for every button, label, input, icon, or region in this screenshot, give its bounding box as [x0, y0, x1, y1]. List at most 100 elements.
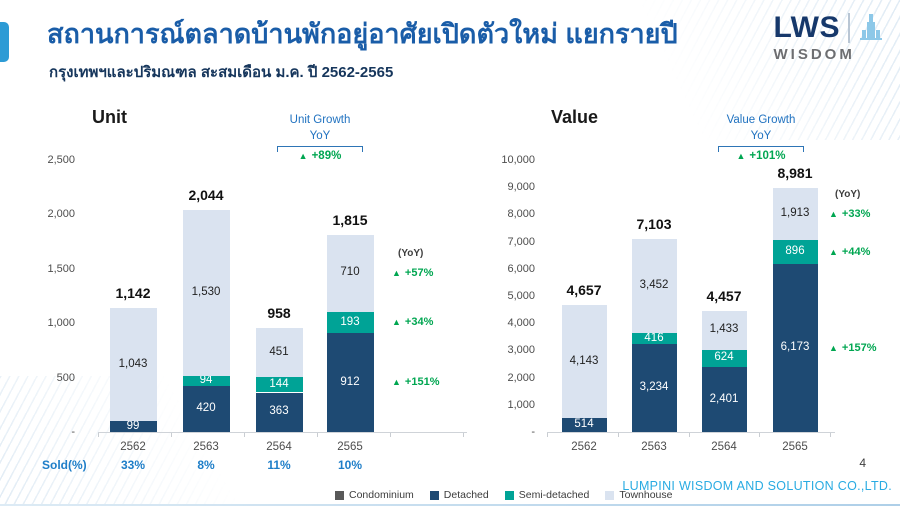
- segment-value-label: 3,234: [639, 381, 669, 394]
- growth-up-triangle-icon: ▲: [392, 268, 401, 279]
- segment-value-label: 193: [340, 315, 360, 328]
- bar-segment-townhouse-2563: 1,530: [182, 209, 230, 377]
- y-axis-tick-label: 8,000: [507, 208, 535, 221]
- segment-value-label: 420: [196, 402, 216, 415]
- chart-legend: Condominium Detached Semi-detached Townhous…: [335, 489, 672, 501]
- legend-label: Detached: [443, 489, 489, 501]
- y-axis-tick-label: 1,500: [47, 262, 75, 275]
- bar-segment-detached-2562: 514: [561, 418, 607, 432]
- bar-total-label: 958: [267, 304, 291, 321]
- legend-swatch-condominium: [335, 490, 344, 500]
- segment-value-label: 514: [574, 418, 594, 431]
- segment-value-label: 1,530: [191, 286, 221, 299]
- title-accent-bar: [0, 22, 9, 62]
- segment-value-label: 4,143: [569, 354, 599, 367]
- segment-growth-annotation: ▲ +33%: [829, 207, 871, 220]
- logo-text-wisdom: WISDOM: [773, 46, 855, 63]
- segment-value-label: 416: [644, 331, 664, 344]
- growth-up-triangle-icon: ▲: [736, 151, 746, 162]
- x-axis-category-label: 2564: [711, 441, 737, 453]
- segment-value-label: 6,173: [780, 341, 810, 354]
- y-axis-tick-label: 1,000: [47, 317, 75, 330]
- growth-bracket: [277, 146, 363, 153]
- growth-yoy-box: Value Growth YoY ▲ +101%: [686, 113, 836, 162]
- x-axis-tick: [830, 433, 831, 437]
- segment-growth-annotation: ▲ +44%: [829, 245, 871, 258]
- x-axis-category-label: 2565: [782, 441, 808, 453]
- y-axis-tick-label: 5,000: [507, 290, 535, 302]
- bar-total-label: 1,142: [115, 284, 151, 301]
- legend-item-condominium: Condominium: [335, 489, 414, 501]
- y-axis-tick-label: 2,000: [47, 208, 75, 221]
- y-axis-tick-label: 2,000: [507, 371, 535, 384]
- y-axis-tick-label: 500: [56, 371, 75, 384]
- logo-text-lws: LWS: [773, 11, 840, 44]
- bottom-accent-line: [0, 504, 900, 506]
- segment-value-label: 2,401: [709, 392, 739, 405]
- bar-segment-detached-2563: 3,234: [631, 344, 677, 432]
- chart-title: Value: [551, 107, 599, 127]
- growth-up-triangle-icon: ▲: [392, 317, 401, 328]
- bar-total-label: 4,657: [566, 282, 602, 299]
- legend-swatch-semi-detached: [504, 490, 514, 500]
- segment-value-label: 451: [269, 345, 289, 358]
- logo-divider: [848, 13, 850, 43]
- bar-segment-townhouse-2563: 3,452: [631, 238, 677, 333]
- building-icon: [860, 14, 882, 40]
- segment-value-label: 912: [340, 375, 360, 388]
- growth-value: ▲ +89%: [298, 150, 342, 163]
- x-axis-category-label: 2562: [571, 441, 597, 453]
- sold-percent-value: 33%: [120, 458, 146, 472]
- y-axis-tick-label: 7,000: [507, 235, 535, 248]
- y-axis-tick-label: 6,000: [507, 262, 535, 275]
- bar-segment-detached-2564: 2,401: [701, 366, 747, 432]
- y-axis-tick-label: 9,000: [507, 181, 535, 194]
- footer-company-name: LUMPINI WISDOM AND SOLUTION CO.,LTD.: [622, 479, 892, 493]
- bar-segment-townhouse-2565: 710: [326, 234, 374, 312]
- x-axis-tick: [171, 433, 172, 437]
- segment-value-label: 1,043: [118, 357, 148, 370]
- bar-segment-detached-2564: 363: [255, 392, 303, 432]
- chart-title: Unit: [92, 107, 127, 127]
- y-axis-tick-label: 1,000: [507, 398, 535, 411]
- decor-stripes-top-right: [600, 0, 900, 140]
- bar-segment-semi-detached-2564: 624: [701, 349, 747, 367]
- bar-segment-townhouse-2565: 1,913: [772, 187, 818, 240]
- legend-label: Condominium: [349, 489, 414, 501]
- page-subtitle: กรุงเทพฯและปริมณฑล สะสมเดือน ม.ค. ปี 256…: [49, 64, 394, 81]
- legend-swatch-detached: [429, 490, 439, 500]
- x-axis-tick: [688, 433, 690, 437]
- y-axis-tick-label: 10,000: [501, 154, 535, 166]
- page-number: 4: [859, 456, 866, 470]
- growth-yoy-box: Unit Growth YoY ▲ +89%: [245, 113, 395, 162]
- segment-growth-annotation: ▲ +151%: [392, 376, 440, 389]
- legend-swatch-townhouse: [605, 490, 615, 500]
- x-axis-tick: [390, 433, 391, 437]
- growth-up-triangle-icon: ▲: [829, 343, 838, 354]
- bar-total-label: 1,815: [332, 211, 368, 228]
- sold-percent-value: 11%: [267, 458, 291, 472]
- x-axis-category-label: 2563: [641, 441, 667, 453]
- growth-up-triangle-icon: ▲: [298, 151, 308, 162]
- legend-item-semi-detached: Semi-detached: [504, 489, 589, 501]
- bar-segment-detached-2565: 912: [326, 332, 374, 432]
- x-axis-category-label: 2563: [193, 441, 219, 453]
- bar-segment-semi-detached-2563: 416: [631, 331, 677, 345]
- x-axis-tick: [759, 433, 761, 437]
- y-axis-tick-label: 3,000: [507, 344, 535, 357]
- segment-growth-annotation: ▲ +34%: [392, 316, 434, 329]
- x-axis-tick: [617, 433, 619, 437]
- segment-value-label: 94: [199, 374, 213, 387]
- bar-total-label: 4,457: [706, 287, 742, 304]
- segment-value-label: 1,913: [780, 206, 810, 219]
- growth-box-line1: Unit Growth: [289, 114, 351, 126]
- segment-value-label: 710: [340, 266, 360, 279]
- y-axis-tick-label: -: [71, 426, 75, 438]
- x-axis-category-label: 2564: [266, 441, 292, 453]
- x-axis-category-label: 2565: [337, 441, 363, 453]
- yoy-column-header: (YoY): [835, 188, 861, 200]
- segment-value-label: 624: [714, 351, 734, 364]
- growth-bracket: [718, 146, 804, 153]
- growth-up-triangle-icon: ▲: [829, 246, 838, 257]
